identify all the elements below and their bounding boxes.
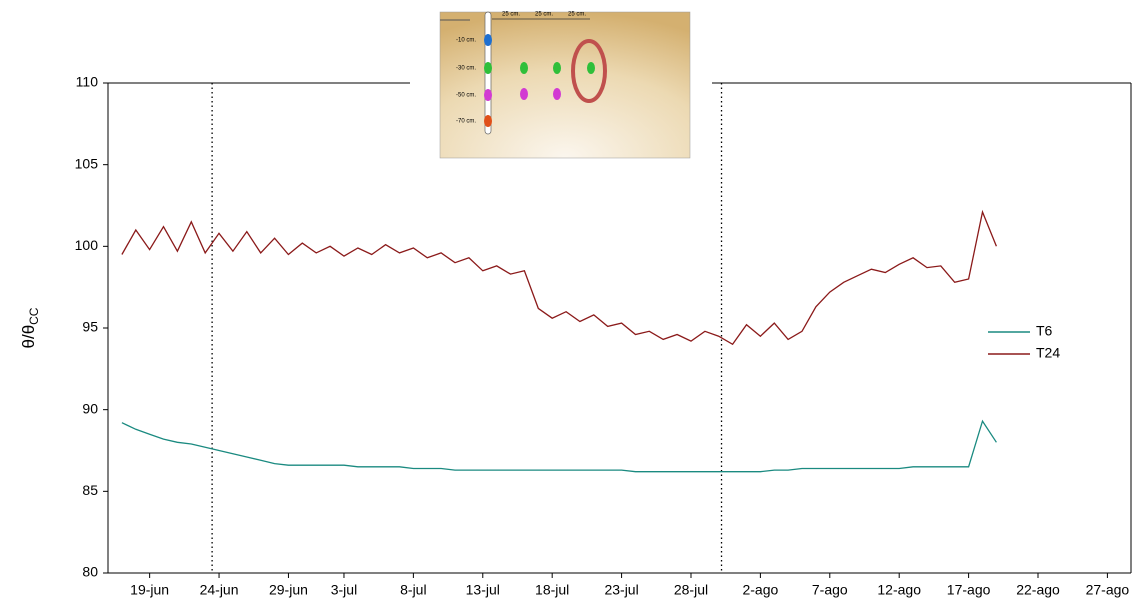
x-tick-label: 23-jul <box>604 582 638 598</box>
x-tick-label: 17-ago <box>947 582 991 598</box>
y-tick-label: 95 <box>82 319 98 335</box>
legend-label: T6 <box>1036 323 1053 339</box>
y-label-main: θ/θ <box>19 325 38 349</box>
series-line <box>121 209 998 346</box>
sensor <box>553 62 561 74</box>
x-tick-label: 8-jul <box>400 582 426 598</box>
x-tick-label: 7-ago <box>812 582 848 598</box>
y-tick-label: 100 <box>75 237 99 253</box>
depth-label: -50 cm. <box>456 93 476 99</box>
y-label-sub: CC <box>27 307 41 325</box>
sensor <box>587 62 595 74</box>
x-tick-label: 18-jul <box>535 582 569 598</box>
sensor <box>520 88 528 100</box>
sensor <box>520 62 528 74</box>
x-tick-label: 24-jun <box>200 582 239 598</box>
sensor <box>484 34 492 46</box>
x-tick-label: 19-jun <box>130 582 169 598</box>
y-axis-label: θ/θCC <box>19 307 41 348</box>
x-tick-label: 29-jun <box>269 582 308 598</box>
x-tick-label: 2-ago <box>742 582 778 598</box>
series-line <box>121 419 997 473</box>
sensor <box>484 89 492 101</box>
x-tick-label: 12-ago <box>877 582 921 598</box>
x-tick-label: 28-jul <box>674 582 708 598</box>
highlight-ring <box>571 39 607 103</box>
depth-label: -10 cm. <box>456 38 476 44</box>
inset-frame <box>439 11 691 159</box>
y-tick-label: 105 <box>75 155 99 171</box>
y-tick-label: 85 <box>82 482 98 498</box>
depth-label: -30 cm. <box>456 66 476 72</box>
x-tick-label: 3-jul <box>331 582 357 598</box>
depth-label: -70 cm. <box>456 119 476 125</box>
sensor <box>553 88 561 100</box>
y-tick-label: 80 <box>82 564 98 580</box>
spacing-label: 25 cm. <box>535 12 553 18</box>
x-tick-label: 27-ago <box>1086 582 1130 598</box>
sensor <box>484 115 492 127</box>
x-tick-label: 22-ago <box>1016 582 1060 598</box>
y-tick-label: 90 <box>82 400 98 416</box>
plot-area: 80 85 90 95 100 105 110 19-jun 24-jun 29-jun 3-jul… <box>75 74 1132 598</box>
x-tick-label: 13-jul <box>466 582 500 598</box>
spacing-label: 25 cm. <box>568 12 586 18</box>
spacing-label: 25 cm. <box>502 12 520 18</box>
legend-label: T24 <box>1036 345 1060 361</box>
sensor <box>484 62 492 74</box>
inset-diagram: -10 cm. -30 cm. -50 cm. -70 cm. 25 cm. 2… <box>410 8 712 160</box>
y-tick-label: 110 <box>76 74 99 90</box>
